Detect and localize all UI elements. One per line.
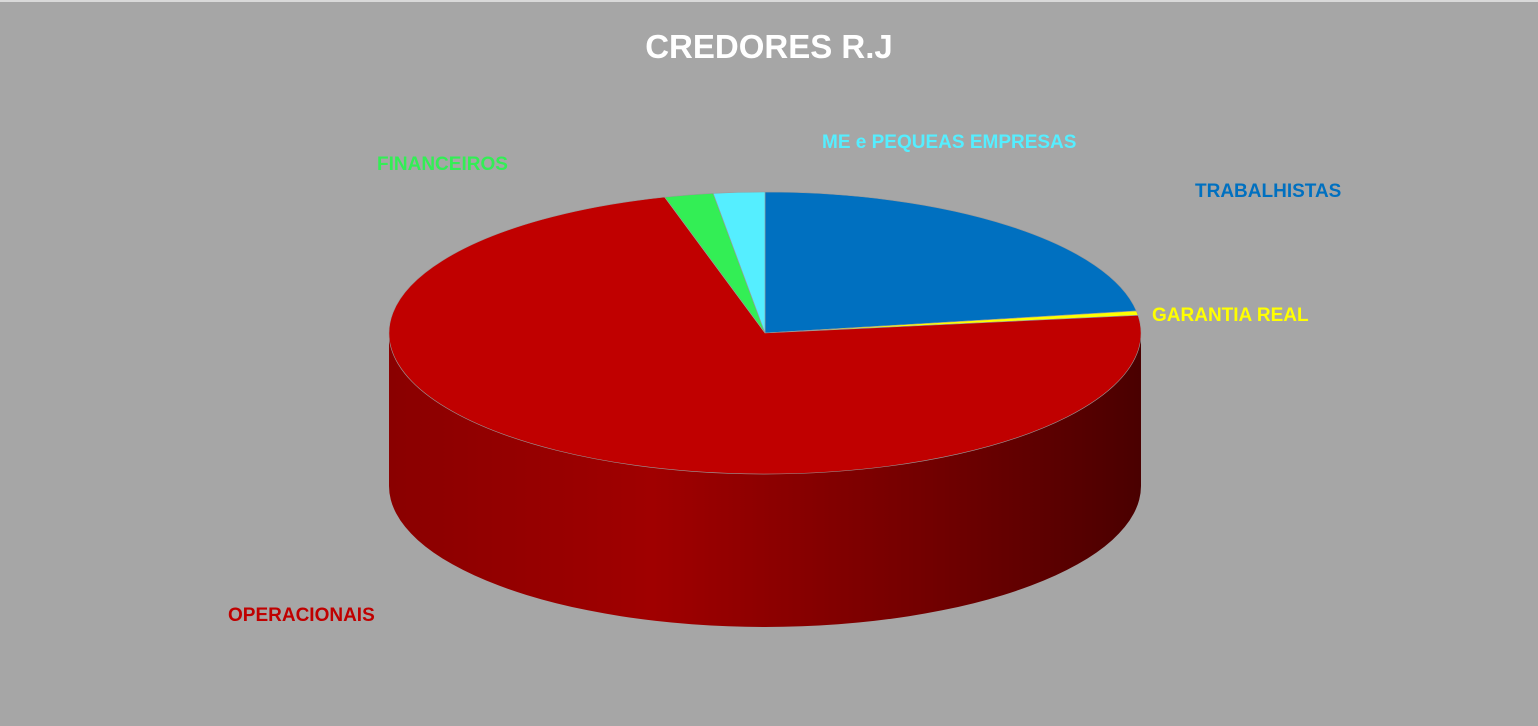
label-me-e-pequeas-empresas: ME e PEQUEAS EMPRESAS bbox=[822, 132, 1076, 153]
pie-side-wall bbox=[389, 333, 1141, 627]
label-garantia-real: GARANTIA REAL bbox=[1152, 305, 1309, 326]
label-operacionais: OPERACIONAIS bbox=[228, 605, 375, 626]
label-financeiros: FINANCEIROS bbox=[377, 154, 508, 175]
pie-slice-me-e-pequeas-empresas bbox=[712, 191, 766, 334]
label-trabalhistas: TRABALHISTAS bbox=[1195, 181, 1341, 202]
pie-slice-trabalhistas bbox=[764, 191, 1137, 334]
pie-slice-operacionais bbox=[388, 196, 1142, 475]
chart-title: CREDORES R.J bbox=[645, 28, 893, 65]
